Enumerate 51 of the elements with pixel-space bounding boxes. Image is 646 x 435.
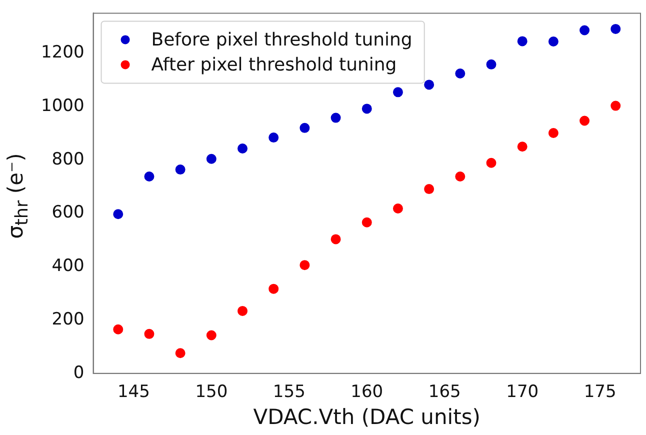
point	[455, 68, 466, 78]
y-tick-label: 400	[52, 256, 84, 276]
point	[548, 36, 558, 46]
point	[330, 234, 341, 244]
point	[610, 24, 621, 34]
point	[362, 217, 372, 228]
point	[268, 284, 279, 294]
point	[330, 112, 341, 123]
y-tick-label: 800	[52, 149, 84, 170]
point	[486, 59, 496, 70]
legend-label: Before pixel threshold tuning	[151, 29, 412, 50]
y-tick-label: 600	[52, 202, 84, 223]
point	[238, 306, 248, 316]
y-tick-label: 1200	[41, 42, 84, 63]
x-tick-label: 145	[117, 382, 150, 402]
y-tick-label: 1000	[41, 96, 84, 116]
x-tick-label: 175	[584, 382, 616, 402]
point	[300, 260, 310, 270]
x-axis-title: VDAC.Vth (DAC units)	[253, 404, 481, 429]
point	[424, 184, 434, 194]
point	[517, 36, 528, 46]
x-tick-label: 160	[350, 382, 384, 402]
point	[206, 330, 216, 340]
point	[144, 171, 154, 182]
x-tick-label: 150	[195, 382, 228, 402]
x-tick-label: 165	[428, 382, 461, 402]
point	[268, 132, 279, 143]
point	[517, 142, 528, 152]
legend-label: After pixel threshold tuning	[151, 54, 397, 76]
x-tick-label: 170	[506, 382, 539, 402]
point	[144, 328, 154, 339]
point	[362, 104, 372, 114]
point	[300, 122, 310, 133]
point	[486, 158, 496, 168]
x-tick-label: 155	[272, 382, 306, 402]
y-tick-label: 200	[52, 309, 84, 330]
point	[206, 154, 216, 164]
point	[548, 128, 558, 138]
point	[424, 80, 434, 90]
point	[175, 348, 186, 358]
point	[392, 87, 403, 98]
point	[580, 25, 590, 36]
point	[175, 164, 186, 175]
point	[238, 143, 248, 154]
point	[113, 324, 124, 334]
y-tick-label: 0	[73, 362, 84, 383]
point	[113, 209, 124, 220]
point	[455, 171, 466, 182]
point	[392, 204, 403, 214]
point	[580, 116, 590, 126]
point	[610, 100, 621, 111]
